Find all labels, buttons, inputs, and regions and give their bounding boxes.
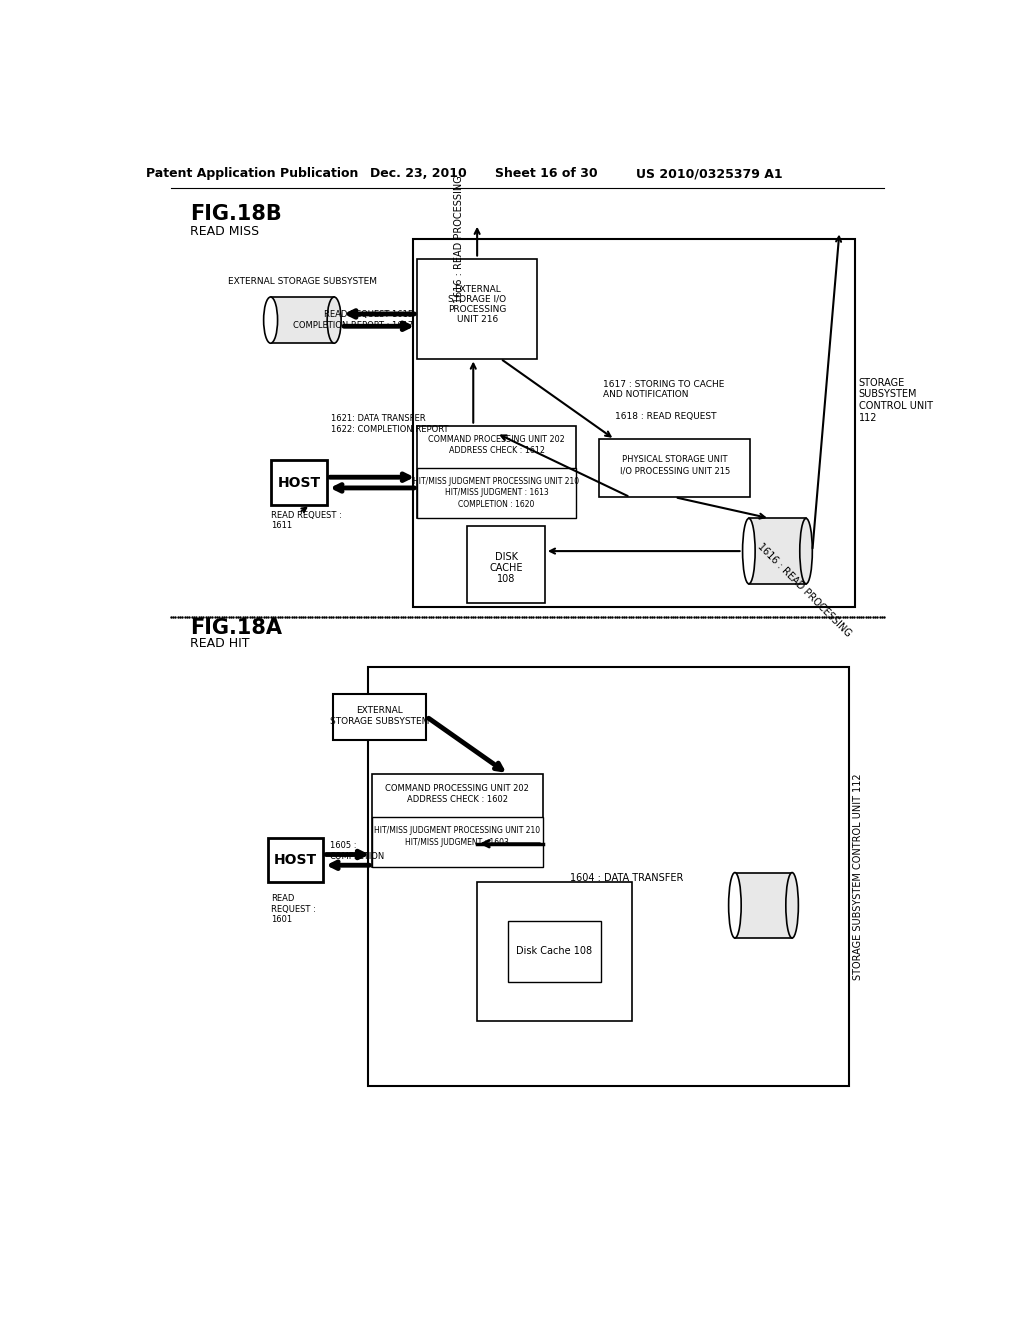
Text: EXTERNAL: EXTERNAL <box>454 285 501 294</box>
Text: FIG.18A: FIG.18A <box>190 618 282 638</box>
Text: COMMAND PROCESSING UNIT 202: COMMAND PROCESSING UNIT 202 <box>385 784 529 793</box>
Text: READ REQUEST 1615
COMPLETION REPORT : 1617: READ REQUEST 1615 COMPLETION REPORT : 16… <box>293 310 414 330</box>
Text: 1616 : READ PROCESSING: 1616 : READ PROCESSING <box>756 541 853 639</box>
Bar <box>417 425 575 517</box>
Text: COMMAND PROCESSING UNIT 202: COMMAND PROCESSING UNIT 202 <box>428 436 565 444</box>
Text: STORAGE SUBSYSTEM CONTROL UNIT 112: STORAGE SUBSYSTEM CONTROL UNIT 112 <box>853 774 862 979</box>
Bar <box>271 461 328 506</box>
Text: STORAGE
SUBSYSTEM
CONTROL UNIT
112: STORAGE SUBSYSTEM CONTROL UNIT 112 <box>859 378 933 422</box>
Text: PHYSICAL STORAGE UNIT: PHYSICAL STORAGE UNIT <box>622 454 727 463</box>
Bar <box>508 921 601 982</box>
Text: HIT/MISS JUDGMENT PROCESSING UNIT 210: HIT/MISS JUDGMENT PROCESSING UNIT 210 <box>414 478 580 486</box>
Text: PROCESSING: PROCESSING <box>447 305 506 314</box>
Bar <box>749 519 806 583</box>
Text: Patent Application Publication: Patent Application Publication <box>145 168 358 181</box>
Bar <box>372 817 543 867</box>
Text: READ HIT: READ HIT <box>190 638 250 649</box>
Text: Dec. 23, 2010: Dec. 23, 2010 <box>371 168 467 181</box>
Text: 108: 108 <box>497 574 515 583</box>
Text: READ
REQUEST :
1601: READ REQUEST : 1601 <box>271 894 316 924</box>
Text: 1605 :
COMPLETION: 1605 : COMPLETION <box>330 841 385 861</box>
Text: HIT/MISS JUDGMENT : 1603: HIT/MISS JUDGMENT : 1603 <box>406 838 509 846</box>
Text: 1616 : READ PROCESSING: 1616 : READ PROCESSING <box>454 176 464 304</box>
Text: EXTERNAL: EXTERNAL <box>356 706 403 715</box>
Text: FIG.18B: FIG.18B <box>190 203 282 224</box>
Bar <box>414 239 855 607</box>
Bar <box>372 775 543 867</box>
Text: READ MISS: READ MISS <box>190 224 259 238</box>
Bar <box>735 873 793 939</box>
Text: HIT/MISS JUDGMENT : 1613: HIT/MISS JUDGMENT : 1613 <box>444 488 549 498</box>
Bar <box>270 297 334 343</box>
Text: I/O PROCESSING UNIT 215: I/O PROCESSING UNIT 215 <box>620 466 730 475</box>
Text: HIT/MISS JUDGMENT PROCESSING UNIT 210: HIT/MISS JUDGMENT PROCESSING UNIT 210 <box>375 826 541 836</box>
Text: 1604 : DATA TRANSFER: 1604 : DATA TRANSFER <box>569 874 683 883</box>
Text: CACHE: CACHE <box>489 564 523 573</box>
Bar <box>267 838 324 882</box>
Bar <box>467 527 545 603</box>
Bar <box>417 469 575 517</box>
Text: DISK: DISK <box>495 552 518 562</box>
Text: COMPLETION : 1620: COMPLETION : 1620 <box>459 500 535 508</box>
Text: HOST: HOST <box>278 475 321 490</box>
Text: Disk Cache 108: Disk Cache 108 <box>516 946 592 957</box>
Text: ADDRESS CHECK : 1612: ADDRESS CHECK : 1612 <box>449 446 545 454</box>
Ellipse shape <box>263 297 278 343</box>
Text: HOST: HOST <box>273 853 317 867</box>
Ellipse shape <box>800 519 812 583</box>
Text: US 2010/0325379 A1: US 2010/0325379 A1 <box>636 168 782 181</box>
Text: EXTERNAL STORAGE SUBSYSTEM: EXTERNAL STORAGE SUBSYSTEM <box>228 277 377 286</box>
Bar <box>417 259 538 359</box>
Text: 1621: DATA TRANSFER
1622: COMPLETION REPORT: 1621: DATA TRANSFER 1622: COMPLETION REP… <box>331 414 449 434</box>
Bar <box>599 440 751 498</box>
Text: Sheet 16 of 30: Sheet 16 of 30 <box>496 168 598 181</box>
Bar <box>334 693 426 739</box>
Ellipse shape <box>785 873 799 939</box>
Text: 1617 : STORING TO CACHE
AND NOTIFICATION: 1617 : STORING TO CACHE AND NOTIFICATION <box>603 380 724 399</box>
Ellipse shape <box>328 297 341 343</box>
Ellipse shape <box>729 873 741 939</box>
Bar <box>369 667 849 1086</box>
Text: STORAGE I/O: STORAGE I/O <box>449 294 506 304</box>
Text: UNIT 216: UNIT 216 <box>457 315 498 323</box>
Ellipse shape <box>742 519 755 583</box>
Text: STORAGE SUBSYSTEM: STORAGE SUBSYSTEM <box>330 717 429 726</box>
Text: 1618 : READ REQUEST: 1618 : READ REQUEST <box>614 412 716 421</box>
Text: READ REQUEST :
1611: READ REQUEST : 1611 <box>271 511 342 531</box>
Bar <box>477 882 632 1020</box>
Text: ADDRESS CHECK : 1602: ADDRESS CHECK : 1602 <box>407 795 508 804</box>
